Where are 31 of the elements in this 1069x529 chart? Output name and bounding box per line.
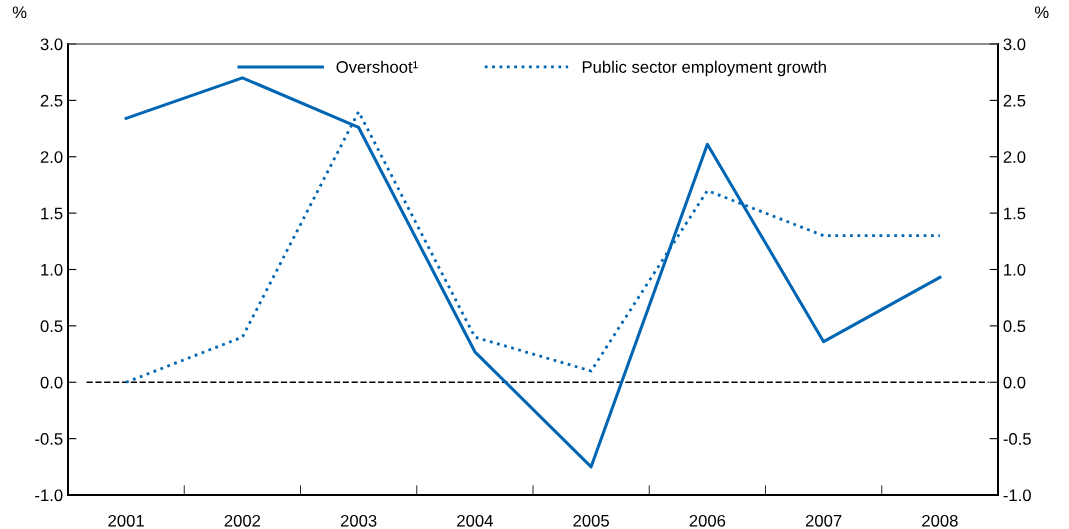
x-tick-label: 2008 bbox=[922, 514, 958, 527]
y-tick-label: 2.5 bbox=[40, 94, 63, 107]
y2-tick-label: 0.5 bbox=[1003, 320, 1026, 333]
legend-label: Overshoot¹ bbox=[336, 60, 418, 73]
y2-tick-label: 1.5 bbox=[1004, 207, 1026, 220]
x-tick-label: 2007 bbox=[805, 514, 842, 527]
legend-label: Public sector employment growth bbox=[582, 60, 826, 77]
y-tick-label: 3.0 bbox=[40, 38, 63, 51]
y-tick-label: 1.5 bbox=[41, 207, 63, 220]
y2-tick-label: 2.0 bbox=[1003, 151, 1026, 163]
y2-tick-label: 1.0 bbox=[1004, 263, 1026, 276]
y2-tick-label: -0.5 bbox=[1003, 433, 1031, 445]
y-axis-title: % bbox=[12, 6, 27, 19]
x-tick-label: 2006 bbox=[689, 514, 726, 527]
y2-tick-label: 0.0 bbox=[1003, 376, 1026, 389]
y2-tick-label: 2.5 bbox=[1003, 94, 1026, 107]
x-tick-label: 2003 bbox=[340, 514, 377, 527]
y-tick-label: 0.0 bbox=[40, 376, 63, 389]
x-tick-label: 2005 bbox=[573, 514, 609, 527]
y2-axis-title: % bbox=[1034, 6, 1049, 19]
y2-tick-label: -1.0 bbox=[1003, 489, 1031, 502]
y-tick-label: -1.0 bbox=[35, 489, 63, 502]
y-tick-label: -0.5 bbox=[35, 433, 63, 445]
line-series bbox=[124, 76, 942, 469]
y-tick-label: 0.5 bbox=[40, 320, 63, 333]
x-tick-label: 2004 bbox=[457, 514, 493, 527]
x-tick-label: 2001 bbox=[108, 514, 144, 527]
y2-tick-label: 3.0 bbox=[1003, 38, 1026, 51]
y-tick-label: 1.0 bbox=[41, 263, 63, 276]
x-tick-label: 2002 bbox=[224, 514, 261, 527]
y-tick-label: 2.0 bbox=[40, 151, 63, 163]
